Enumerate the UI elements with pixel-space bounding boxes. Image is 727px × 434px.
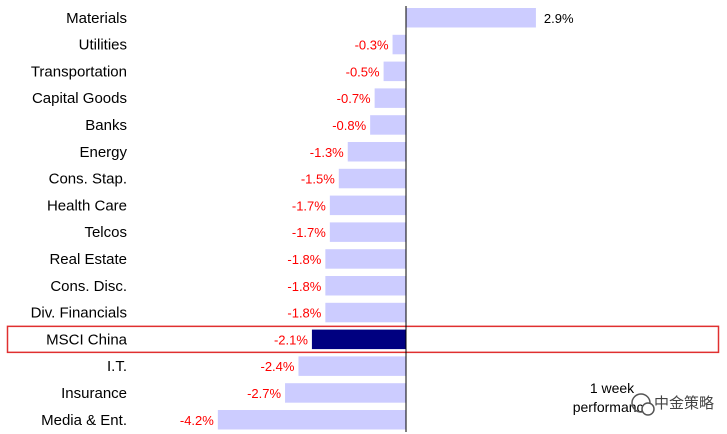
bar-insurance: [285, 383, 406, 403]
bar-media-ent: [217, 410, 406, 430]
bar-banks: [370, 115, 406, 135]
bar-cons-stap: [338, 168, 406, 189]
category-label: Transportation: [31, 63, 127, 80]
value-label: -0.3%: [355, 38, 389, 53]
highlight-group: [6, 325, 720, 354]
category-label: Telcos: [84, 224, 127, 241]
bar-materials: [406, 8, 536, 28]
value-label: -1.7%: [292, 198, 326, 213]
category-label: Insurance: [61, 385, 127, 402]
value-labels: 2.9% -0.3% -0.5% -0.7% -0.8% -1.3% -1.5% -1.7% -…: [180, 11, 574, 428]
value-label: -2.4%: [261, 359, 295, 374]
bar-msci-china: [311, 329, 406, 350]
category-label: Media & Ent.: [41, 412, 127, 429]
bar-telcos: [329, 222, 406, 242]
value-label: -1.8%: [287, 252, 321, 267]
category-label: Energy: [79, 144, 127, 161]
category-label: Banks: [85, 117, 127, 134]
wechat-icon-inner: [641, 402, 655, 416]
category-label: Cons. Disc.: [50, 278, 127, 295]
value-label: -1.8%: [287, 279, 321, 294]
category-label: Div. Financials: [31, 305, 127, 322]
bar-real-estate: [325, 249, 406, 269]
bar-health-care: [329, 195, 406, 216]
bar-utilities: [392, 34, 406, 55]
bar-div-financials: [325, 302, 406, 323]
highlight-box: [6, 325, 720, 354]
value-label: -0.5%: [346, 64, 380, 79]
value-label: -1.3%: [310, 145, 344, 160]
category-labels: Materials Utilities Transportation Capital …: [31, 10, 128, 429]
value-label: -2.7%: [247, 386, 281, 401]
bar-i-t: [298, 356, 406, 376]
value-label: -4.2%: [180, 413, 214, 428]
category-label: Real Estate: [49, 251, 127, 268]
value-label: -0.8%: [332, 118, 366, 133]
category-label: Utilities: [79, 37, 127, 54]
value-label: -2.1%: [274, 332, 308, 347]
bars-group: [217, 8, 536, 430]
category-label: I.T.: [107, 358, 127, 375]
value-label: -1.7%: [292, 225, 326, 240]
value-label: 2.9%: [544, 11, 574, 26]
value-label: -0.7%: [337, 91, 371, 106]
category-label: Materials: [66, 10, 127, 27]
bar-capital-goods: [374, 88, 406, 108]
watermark: 中金策略: [631, 393, 714, 416]
category-label: Capital Goods: [32, 90, 127, 107]
bar-transportation: [383, 61, 406, 82]
category-label: MSCI China: [46, 331, 128, 348]
category-label: Cons. Stap.: [49, 171, 127, 188]
bar-energy: [347, 142, 406, 162]
annotation-line-1: 1 week: [590, 380, 635, 396]
value-label: -1.5%: [301, 172, 335, 187]
category-label: Health Care: [47, 197, 127, 214]
watermark-text: 中金策略: [654, 394, 714, 412]
value-label: -1.8%: [287, 306, 321, 321]
bar-cons-disc: [325, 276, 406, 296]
